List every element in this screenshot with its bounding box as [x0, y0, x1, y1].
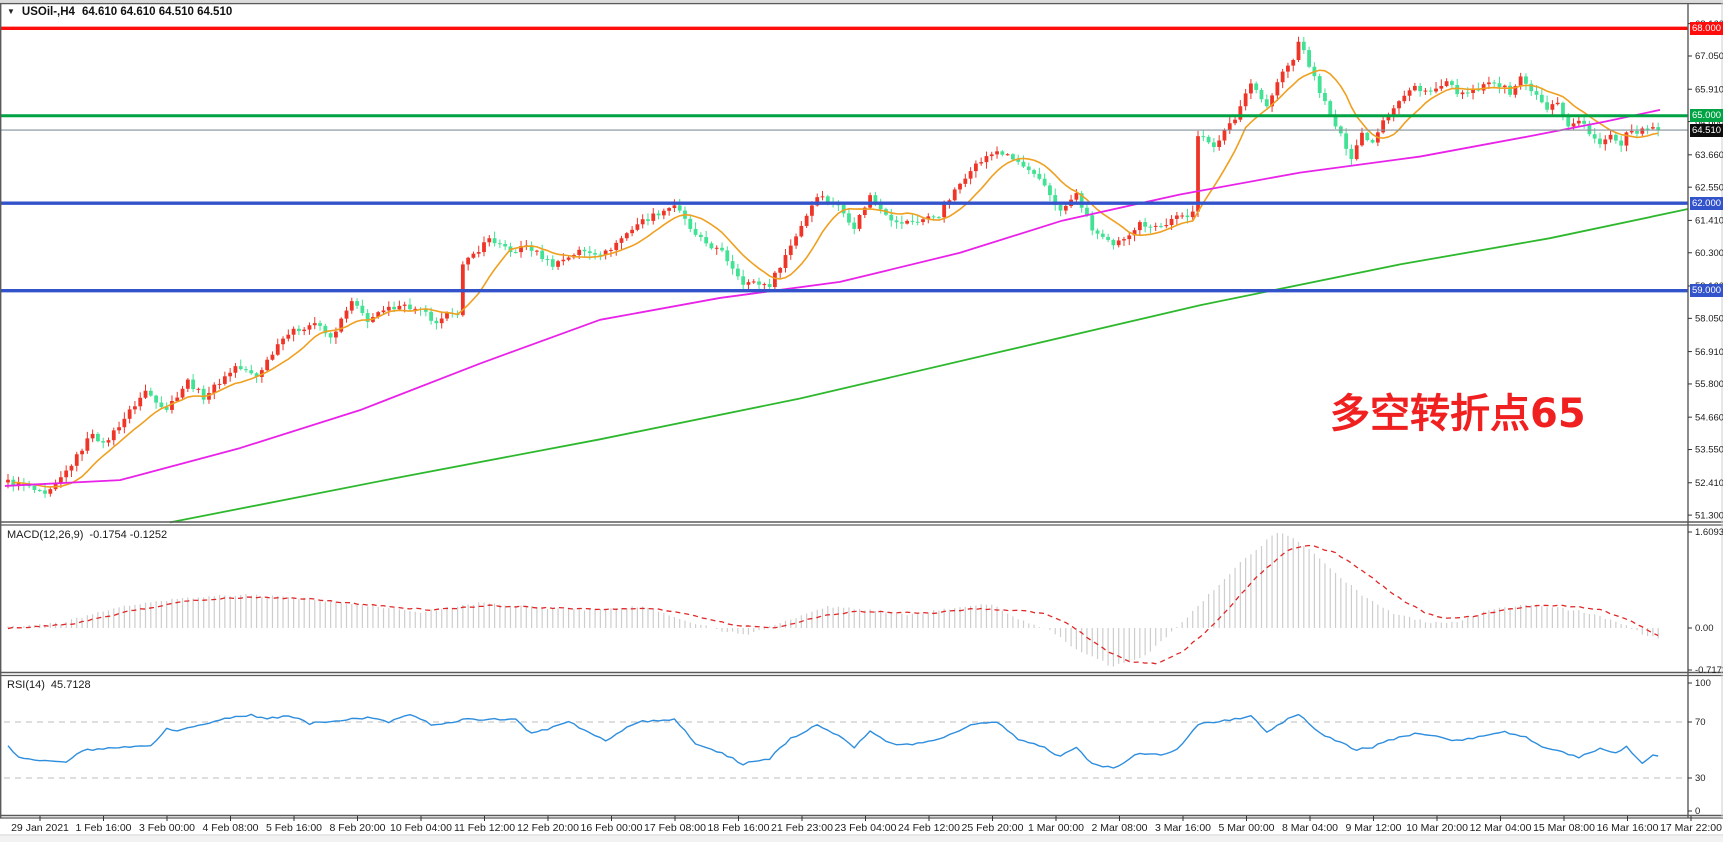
rsi-indicator-label: RSI(14) 45.7128 [7, 679, 91, 691]
svg-text:1 Feb 16:00: 1 Feb 16:00 [75, 822, 131, 834]
ma-magenta-line [4, 109, 1661, 487]
svg-text:63.660: 63.660 [1695, 150, 1723, 161]
svg-text:52.410: 52.410 [1695, 478, 1723, 489]
svg-text:18 Feb 16:00: 18 Feb 16:00 [708, 822, 770, 834]
svg-text:60.300: 60.300 [1695, 248, 1723, 259]
svg-text:16 Mar 16:00: 16 Mar 16:00 [1597, 822, 1659, 834]
macd-name: MACD(12,26,9) [7, 529, 84, 541]
svg-text:64.800: 64.800 [1695, 117, 1723, 128]
macd-histogram [7, 532, 1659, 667]
svg-text:16 Feb 00:00: 16 Feb 00:00 [581, 822, 643, 834]
svg-text:2 Mar 08:00: 2 Mar 08:00 [1091, 822, 1147, 834]
level-badge-68.000: 68.000 [1690, 21, 1723, 35]
symbol-menu-icon[interactable]: ▼ [7, 6, 15, 16]
svg-text:0: 0 [1695, 806, 1700, 817]
svg-text:10 Mar 20:00: 10 Mar 20:00 [1406, 822, 1468, 834]
svg-text:56.910: 56.910 [1695, 347, 1723, 358]
rsi-name: RSI(14) [7, 679, 45, 691]
svg-text:62.550: 62.550 [1695, 182, 1723, 193]
svg-text:3 Feb 00:00: 3 Feb 00:00 [139, 822, 195, 834]
svg-text:53.550: 53.550 [1695, 445, 1723, 456]
svg-text:54.660: 54.660 [1695, 412, 1723, 423]
svg-text:21 Feb 23:00: 21 Feb 23:00 [771, 822, 833, 834]
macd-axis-ticks: 1.6093 0.00 -0.7172 [1688, 527, 1723, 676]
svg-text:100: 100 [1695, 678, 1711, 689]
svg-text:5 Feb 16:00: 5 Feb 16:00 [266, 822, 322, 834]
svg-text:24 Feb 12:00: 24 Feb 12:00 [898, 822, 960, 834]
svg-text:9 Mar 12:00: 9 Mar 12:00 [1345, 822, 1401, 834]
svg-text:61.410: 61.410 [1695, 216, 1723, 227]
rsi-levels [4, 721, 1688, 779]
svg-text:51.300: 51.300 [1695, 510, 1723, 521]
svg-text:10 Feb 04:00: 10 Feb 04:00 [390, 822, 452, 834]
svg-text:12 Mar 04:00: 12 Mar 04:00 [1470, 822, 1532, 834]
svg-text:25 Feb 20:00: 25 Feb 20:00 [962, 822, 1024, 834]
horizontal-levels-layer [0, 26, 1688, 293]
svg-text:8 Mar 04:00: 8 Mar 04:00 [1282, 822, 1338, 834]
symbol-info-bar: ▼ USOil-,H4 64.610 64.610 64.510 64.510 [7, 6, 232, 18]
ma-green-line [169, 208, 1689, 524]
svg-text:55.800: 55.800 [1695, 379, 1723, 390]
svg-text:58.050: 58.050 [1695, 314, 1723, 325]
level-badge-59.000: 59.000 [1690, 284, 1723, 298]
price-axis-ticks: 68.16067.05065.91064.80063.66062.55061.4… [1688, 19, 1723, 521]
macd-indicator-label: MACD(12,26,9) -0.1754 -0.1252 [7, 529, 167, 541]
svg-text:1.6093: 1.6093 [1695, 527, 1723, 538]
macd-values: -0.1754 -0.1252 [89, 529, 168, 541]
svg-text:65.910: 65.910 [1695, 84, 1723, 95]
date-axis: 29 Jan 2021 1 Feb 16:00 3 Feb 00:00 4 Feb 0… [11, 816, 1722, 834]
level-badge-62.000: 62.000 [1690, 196, 1723, 210]
macd-signal-line [7, 544, 1659, 665]
svg-text:4 Feb 08:00: 4 Feb 08:00 [202, 822, 258, 834]
ma-orange-line [13, 69, 1659, 488]
svg-text:12 Feb 20:00: 12 Feb 20:00 [517, 822, 579, 834]
svg-text:3 Mar 16:00: 3 Mar 16:00 [1155, 822, 1211, 834]
svg-text:15 Mar 08:00: 15 Mar 08:00 [1533, 822, 1595, 834]
svg-text:30: 30 [1695, 773, 1706, 784]
svg-text:-0.7172: -0.7172 [1695, 665, 1723, 676]
svg-text:8 Feb 20:00: 8 Feb 20:00 [329, 822, 385, 834]
chart-text-annotation[interactable]: 多空转折点65 [1330, 391, 1586, 437]
svg-text:17 Feb 08:00: 17 Feb 08:00 [644, 822, 706, 834]
ohlc-values: 64.610 64.610 64.510 64.510 [81, 6, 233, 18]
svg-text:1 Mar 00:00: 1 Mar 00:00 [1028, 822, 1084, 834]
svg-text:0.00: 0.00 [1695, 623, 1714, 634]
rsi-value: 45.7128 [50, 679, 91, 691]
svg-text:29 Jan 2021: 29 Jan 2021 [11, 822, 69, 834]
svg-text:23 Feb 04:00: 23 Feb 04:00 [835, 822, 897, 834]
svg-text:17 Mar 22:00: 17 Mar 22:00 [1660, 822, 1722, 834]
rsi-axis-ticks: 100 70 30 0 [1688, 678, 1711, 817]
level-badge-65.000: 65.000 [1690, 109, 1723, 123]
svg-text:67.050: 67.050 [1695, 51, 1723, 62]
svg-text:11 Feb 12:00: 11 Feb 12:00 [454, 822, 515, 834]
rsi-line [7, 713, 1659, 769]
svg-text:5 Mar 00:00: 5 Mar 00:00 [1218, 822, 1274, 834]
current-price-badge: 64.510 [1690, 123, 1723, 137]
symbol-timeframe-label: USOil-,H4 [21, 6, 75, 18]
svg-text:70: 70 [1695, 717, 1706, 728]
